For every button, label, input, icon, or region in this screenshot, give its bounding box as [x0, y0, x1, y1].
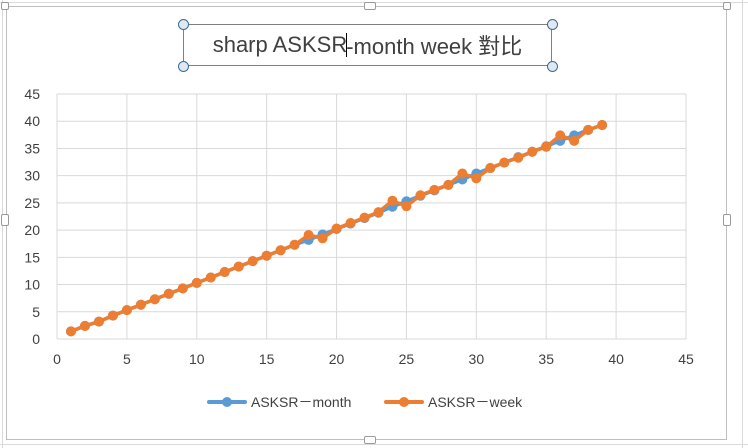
- chart-title-text-before-caret: sharp ASKSR: [212, 32, 348, 57]
- data-point-week[interactable]: [569, 135, 580, 146]
- legend-label-month[interactable]: ASKSR－month: [251, 394, 351, 410]
- y-tick-label: 25: [24, 195, 40, 211]
- title-handle-top-left[interactable]: [178, 19, 189, 30]
- title-handle-top-right[interactable]: [547, 19, 558, 30]
- data-point-week[interactable]: [331, 223, 342, 234]
- data-point-week[interactable]: [373, 207, 384, 218]
- x-tick-label: 40: [608, 351, 624, 367]
- y-tick-label: 0: [32, 331, 40, 347]
- legend-marker-month: [222, 397, 232, 407]
- data-point-week[interactable]: [457, 168, 468, 179]
- x-tick-label: 15: [259, 351, 275, 367]
- data-point-week[interactable]: [121, 305, 132, 316]
- data-point-week[interactable]: [289, 239, 300, 250]
- data-point-week[interactable]: [415, 190, 426, 201]
- y-tick-label: 40: [24, 113, 40, 129]
- data-point-week[interactable]: [527, 146, 538, 157]
- data-point-week[interactable]: [205, 272, 216, 283]
- y-tick-label: 15: [24, 249, 40, 265]
- data-point-week[interactable]: [135, 299, 146, 310]
- data-point-week[interactable]: [65, 326, 76, 337]
- x-tick-label: 25: [399, 351, 415, 367]
- sheet-gridline: [742, 0, 743, 448]
- chart-title[interactable]: sharp ASKSR -month week 對比: [184, 25, 551, 65]
- chart-resize-handle-top-right[interactable]: [723, 2, 731, 10]
- data-point-week[interactable]: [149, 294, 160, 305]
- data-point-week[interactable]: [233, 261, 244, 272]
- data-point-week[interactable]: [107, 310, 118, 321]
- data-point-week[interactable]: [93, 316, 104, 327]
- chart-area[interactable]: 0 5 10 15 20 25 30 35 40 45 0 5 10 15 20 25 30 35 40 45 ASK…: [6, 6, 727, 440]
- data-point-week[interactable]: [583, 124, 594, 135]
- chart-resize-handle-top[interactable]: [364, 2, 376, 10]
- chart-resize-handle-left[interactable]: [1, 214, 9, 226]
- data-point-week[interactable]: [359, 212, 370, 223]
- chart-resize-handle-bottom[interactable]: [364, 436, 376, 444]
- data-point-week[interactable]: [163, 288, 174, 299]
- data-point-week[interactable]: [247, 256, 258, 267]
- data-point-week[interactable]: [443, 179, 454, 190]
- x-tick-label: 35: [538, 351, 554, 367]
- x-tick-label: 45: [678, 351, 694, 367]
- chart-title-text-after-caret: -month week 對比: [346, 34, 523, 59]
- data-point-week[interactable]: [387, 195, 398, 206]
- y-tick-label: 10: [24, 277, 40, 293]
- data-point-week[interactable]: [177, 283, 188, 294]
- data-point-week[interactable]: [513, 152, 524, 163]
- data-point-week[interactable]: [345, 218, 356, 229]
- chart-resize-handle-right[interactable]: [723, 214, 731, 226]
- x-tick-label: 30: [469, 351, 485, 367]
- data-point-week[interactable]: [471, 173, 482, 184]
- y-tick-label: 5: [32, 304, 40, 320]
- data-point-week[interactable]: [191, 277, 202, 288]
- text-caret: [346, 33, 348, 57]
- data-point-week[interactable]: [317, 233, 328, 244]
- x-tick-label: 0: [53, 351, 61, 367]
- data-point-week[interactable]: [429, 184, 440, 195]
- data-point-week[interactable]: [219, 267, 230, 278]
- y-tick-label: 30: [24, 168, 40, 184]
- chart-resize-handle-top-left[interactable]: [1, 2, 9, 10]
- data-point-week[interactable]: [541, 141, 552, 152]
- x-tick-label: 20: [329, 351, 345, 367]
- data-point-week[interactable]: [303, 230, 314, 241]
- y-tick-label: 35: [24, 140, 40, 156]
- sheet-gridline: [0, 444, 748, 445]
- data-point-week[interactable]: [261, 250, 272, 261]
- x-tick-label: 5: [123, 351, 131, 367]
- legend-label-week[interactable]: ASKSR－week: [428, 394, 523, 410]
- y-tick-label: 20: [24, 222, 40, 238]
- data-point-week[interactable]: [275, 245, 286, 256]
- legend-marker-week: [399, 397, 409, 407]
- line-chart[interactable]: 0 5 10 15 20 25 30 35 40 45 0 5 10 15 20 25 30 35 40 45 ASK…: [7, 7, 726, 439]
- y-tick-label: 45: [24, 86, 40, 102]
- title-handle-bottom-right[interactable]: [547, 61, 558, 72]
- data-point-week[interactable]: [485, 163, 496, 174]
- x-tick-label: 10: [189, 351, 205, 367]
- chart-title-box[interactable]: sharp ASKSR -month week 對比: [183, 24, 552, 66]
- data-point-week[interactable]: [555, 130, 566, 141]
- data-point-week[interactable]: [597, 120, 608, 131]
- title-handle-bottom-left[interactable]: [178, 61, 189, 72]
- data-point-week[interactable]: [79, 320, 90, 331]
- data-point-week[interactable]: [499, 157, 510, 168]
- data-point-week[interactable]: [401, 201, 412, 212]
